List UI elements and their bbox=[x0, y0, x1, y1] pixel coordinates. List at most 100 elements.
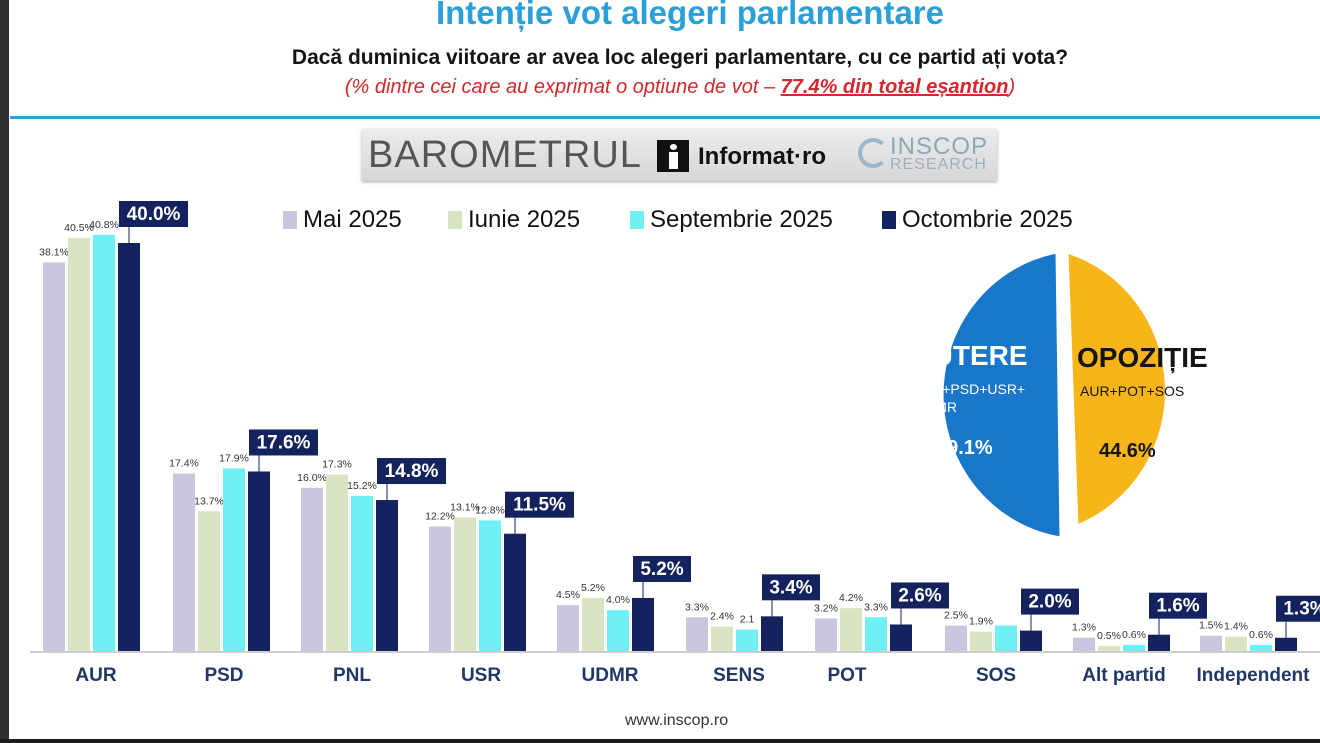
callout-box-alt-partid bbox=[1149, 592, 1207, 619]
bar-sens-octombrie bbox=[761, 616, 783, 651]
category-label-pnl: PNL bbox=[333, 665, 371, 686]
data-label-pnl-octombrie: 14.8% bbox=[385, 461, 439, 482]
data-label-sos-iunie: 1.9% bbox=[969, 616, 993, 628]
data-label-psd-iunie: 13.7% bbox=[194, 495, 224, 507]
category-label-sens: SENS bbox=[713, 665, 765, 686]
bar-pot-octombrie bbox=[890, 624, 912, 651]
pie-value-putere: 49.1% bbox=[936, 437, 993, 459]
legend-swatch-septembrie bbox=[630, 211, 644, 229]
category-label-psd: PSD bbox=[204, 665, 243, 686]
chart-note: (% dintre cei care au exprimat o optiune… bbox=[0, 76, 1320, 99]
pie-label-opozitie: OPOZIȚIE bbox=[1077, 342, 1208, 373]
note-sample: 77.4% din total eșantion bbox=[780, 76, 1009, 98]
pie-slice-opozitie bbox=[1065, 249, 1168, 529]
callout-box-psd bbox=[249, 429, 318, 456]
data-label-usr-septembrie: 12.8% bbox=[475, 504, 505, 516]
left-border bbox=[0, 0, 9, 743]
legend-item-iunie: Iunie 2025 bbox=[448, 206, 580, 234]
bar-pot-mai bbox=[815, 618, 837, 651]
bar-sos-mai bbox=[945, 625, 967, 651]
bar-aur-iunie bbox=[68, 237, 90, 651]
legend-label-septembrie: Septembrie 2025 bbox=[650, 206, 833, 233]
bar-alt-partid-octombrie bbox=[1148, 634, 1170, 651]
legend-label-mai: Mai 2025 bbox=[303, 206, 402, 233]
bar-udmr-iunie bbox=[582, 597, 604, 651]
callout-box-udmr bbox=[633, 555, 691, 582]
category-label-aur: AUR bbox=[75, 665, 116, 686]
data-label-sos-mai: 2.5% bbox=[944, 610, 968, 622]
data-label-pot-septembrie: 3.3% bbox=[864, 601, 888, 613]
footer-url: www.inscop.ro bbox=[625, 712, 729, 729]
data-label-alt-partid-iunie: 0.5% bbox=[1097, 630, 1121, 642]
bar-pot-iunie bbox=[840, 608, 862, 651]
inscop-research-text: RESEARCH bbox=[890, 156, 987, 173]
callout-box-aur bbox=[119, 201, 188, 227]
note-prefix: (% dintre cei care au exprimat o optiune… bbox=[344, 76, 781, 98]
data-label-aur-octombrie: 40.0% bbox=[127, 204, 181, 225]
bar-alt-partid-septembrie bbox=[1123, 644, 1145, 651]
callout-box-usr bbox=[505, 491, 574, 518]
legend-swatch-iunie bbox=[448, 211, 462, 229]
callout-box-sens bbox=[762, 574, 820, 601]
bar-sos-octombrie bbox=[1020, 630, 1042, 651]
pie-slice-putere bbox=[940, 250, 1063, 540]
data-label-independent-octombrie: 1.3% bbox=[1283, 599, 1320, 620]
category-label-alt-partid: Alt partid bbox=[1082, 665, 1165, 686]
data-label-udmr-septembrie: 4.0% bbox=[606, 594, 630, 606]
bar-usr-septembrie bbox=[479, 520, 501, 651]
data-label-alt-partid-octombrie: 1.6% bbox=[1156, 596, 1199, 617]
bottom-border bbox=[0, 739, 1320, 743]
bar-pnl-mai bbox=[301, 487, 323, 651]
bar-aur-mai bbox=[43, 262, 65, 651]
chart-title: Intenție vot alegeri parlamentare bbox=[435, 0, 944, 31]
legend-item-septembrie: Septembrie 2025 bbox=[630, 206, 833, 234]
data-label-sens-mai: 3.3% bbox=[685, 601, 709, 613]
bar-independent-septembrie bbox=[1250, 644, 1272, 651]
data-label-usr-iunie: 13.1% bbox=[450, 501, 480, 513]
bar-sos-septembrie bbox=[995, 625, 1017, 651]
inscop-logo: INSCOP bbox=[890, 133, 989, 160]
data-label-aur-iunie: 40.5% bbox=[64, 222, 94, 234]
data-label-sens-octombrie: 3.4% bbox=[769, 577, 812, 598]
chart-subtitle: Dacă duminica viitoare ar avea loc alege… bbox=[291, 46, 1069, 69]
data-label-usr-mai: 12.2% bbox=[425, 511, 455, 523]
bar-psd-septembrie bbox=[223, 468, 245, 651]
data-label-aur-mai: 38.1% bbox=[39, 246, 69, 258]
data-label-pnl-mai: 16.0% bbox=[297, 472, 327, 484]
category-label-pot: POT bbox=[827, 665, 866, 686]
bar-pot-septembrie bbox=[865, 617, 887, 651]
data-label-alt-partid-mai: 1.3% bbox=[1072, 622, 1096, 634]
data-label-pnl-septembrie: 15.2% bbox=[347, 480, 377, 492]
data-label-psd-septembrie: 17.9% bbox=[219, 452, 249, 464]
bar-udmr-mai bbox=[557, 605, 579, 651]
category-label-independent: Independent bbox=[1197, 665, 1311, 686]
pie-sub-opozitie: AUR+POT+SOS bbox=[1080, 383, 1185, 399]
data-label-udmr-octombrie: 5.2% bbox=[640, 559, 683, 580]
data-label-independent-mai: 1.5% bbox=[1199, 620, 1223, 632]
data-label-sens-septembrie: 2.1 bbox=[740, 614, 755, 626]
callout-box-sos bbox=[1021, 588, 1079, 615]
data-label-pnl-iunie: 17.3% bbox=[322, 459, 352, 471]
bar-independent-iunie bbox=[1225, 636, 1247, 651]
bar-alt-partid-iunie bbox=[1098, 645, 1120, 651]
data-label-udmr-mai: 4.5% bbox=[556, 589, 580, 601]
bar-pnl-septembrie bbox=[351, 495, 373, 651]
data-label-psd-octombrie: 17.6% bbox=[257, 432, 311, 453]
bar-psd-iunie bbox=[198, 511, 220, 651]
bar-psd-octombrie bbox=[248, 471, 270, 651]
category-label-sos: SOS bbox=[976, 665, 1016, 686]
bar-aur-septembrie bbox=[93, 234, 115, 651]
pie-sub-putere: PNL+PSD+USR+ UDMR bbox=[915, 381, 1026, 415]
legend-swatch-mai bbox=[283, 211, 297, 229]
legend-item-octombrie: Octombrie 2025 bbox=[882, 206, 1073, 234]
bar-sos-iunie bbox=[970, 631, 992, 651]
data-label-udmr-iunie: 5.2% bbox=[581, 582, 605, 594]
informat-logo: Informat·ro bbox=[698, 143, 826, 170]
bar-psd-mai bbox=[173, 473, 195, 651]
pie-label-putere: PUTERE bbox=[914, 340, 1028, 371]
data-label-independent-septembrie: 0.6% bbox=[1249, 629, 1273, 641]
bar-pnl-octombrie bbox=[376, 500, 398, 651]
data-label-psd-mai: 17.4% bbox=[169, 458, 199, 470]
bar-independent-octombrie bbox=[1275, 637, 1297, 651]
